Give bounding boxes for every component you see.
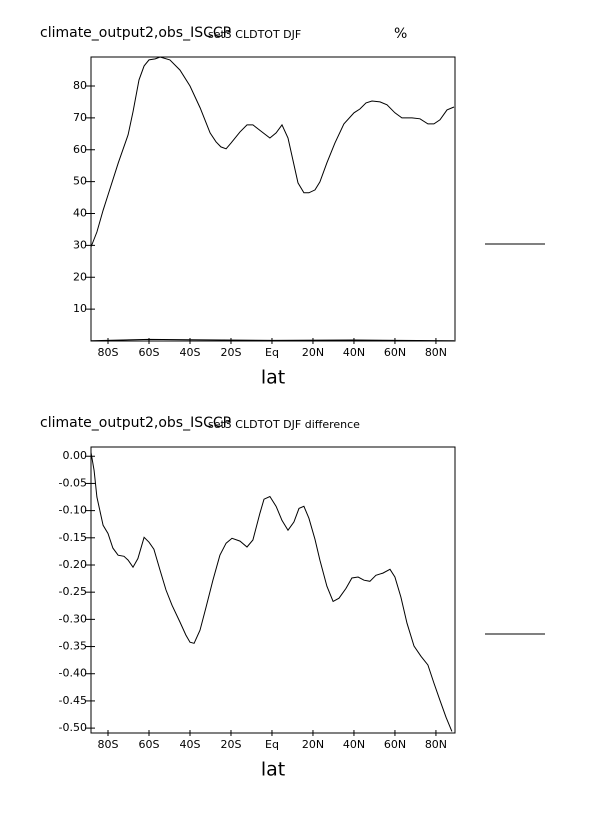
x-tick-label: 60N (384, 738, 406, 751)
x-tick-label: 60N (384, 346, 406, 359)
y-tick-label: -0.30 (59, 612, 87, 625)
x-tick-label: 40N (343, 738, 365, 751)
x-tick-label: 20S (220, 738, 241, 751)
x-tick-label: 60S (139, 346, 160, 359)
x-tick-label: 40N (343, 346, 365, 359)
y-tick-label: 0.00 (63, 449, 88, 462)
x-tick-label: Eq (265, 738, 279, 751)
y-tick-label: -0.20 (59, 558, 87, 571)
y-tick-label: 40 (73, 207, 87, 220)
chart-subtitle: set3 CLDTOT DJF difference (208, 418, 360, 431)
chart-title: climate_output2,obs_ISCCP (40, 415, 231, 431)
y-tick-label: -0.40 (59, 667, 87, 680)
x-tick-label: Eq (265, 346, 279, 359)
y-tick-label: 20 (73, 270, 87, 283)
y-tick-label: -0.15 (59, 531, 87, 544)
x-tick-label: 80S (98, 346, 119, 359)
data-line (90, 452, 453, 732)
y-tick-label: 30 (73, 238, 87, 251)
chart-title: climate_output2,obs_ISCCP (40, 25, 231, 41)
y-tick-label: -0.35 (59, 640, 87, 653)
x-tick-label: 80N (425, 738, 447, 751)
x-tick-label: 20S (220, 346, 241, 359)
x-tick-label: 40S (180, 738, 201, 751)
y-tick-label: 10 (73, 302, 87, 315)
y-tick-label: -0.50 (59, 721, 87, 734)
x-tick-label: 60S (139, 738, 160, 751)
x-tick-label: 20N (302, 346, 324, 359)
y-tick-label: 70 (73, 111, 87, 124)
y-tick-label: -0.45 (59, 694, 87, 707)
x-tick-label: 40S (180, 346, 201, 359)
units: % (394, 26, 407, 42)
plot-frame (90, 446, 456, 734)
y-tick-label: -0.10 (59, 504, 87, 517)
y-tick-label: -0.25 (59, 585, 87, 598)
data-line (90, 338, 455, 342)
y-tick-label: 50 (73, 175, 87, 188)
y-tick-label: 80 (73, 79, 87, 92)
plot-frame (90, 56, 456, 342)
x-tick-label: 80N (425, 346, 447, 359)
x-axis-label: lat (261, 367, 285, 389)
y-tick-label: -0.05 (59, 476, 87, 489)
x-tick-label: 80S (98, 738, 119, 751)
data-line (90, 56, 455, 248)
x-tick-label: 20N (302, 738, 324, 751)
chart-subtitle: set3 CLDTOT DJF (208, 28, 301, 41)
y-tick-label: 60 (73, 143, 87, 156)
x-axis-label: lat (261, 759, 285, 781)
